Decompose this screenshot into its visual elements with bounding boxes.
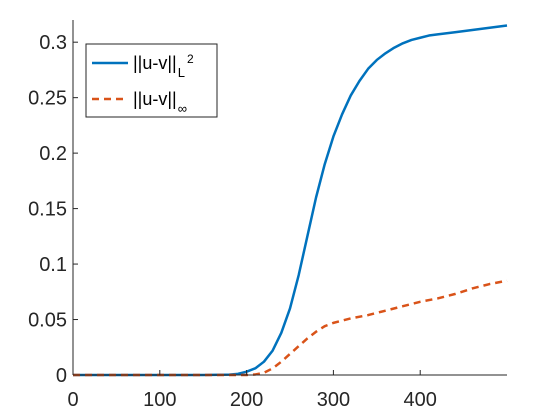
- x-tick-label: 300: [317, 389, 350, 411]
- y-tick-label: 0.25: [28, 88, 67, 110]
- x-tick-label: 200: [230, 389, 263, 411]
- legend-label-1: ||u-v||: [133, 53, 177, 73]
- legend: ||u-v|| L2||u-v|| ∞: [85, 43, 218, 118]
- legend-subscript-2: ∞: [178, 101, 187, 116]
- x-tick-label: 100: [143, 389, 176, 411]
- legend-subscript-1: L: [178, 65, 185, 80]
- legend-label-2: ||u-v||: [133, 89, 177, 109]
- y-tick-label: 0: [56, 365, 67, 387]
- y-tick-label: 0.15: [28, 199, 67, 221]
- axes: 0 100 200 300 400 0 0.05 0.1 0.15 0.2 0.25 0.3: [28, 20, 507, 411]
- x-tick-label: 400: [404, 389, 437, 411]
- legend-box: [85, 43, 218, 118]
- x-tick-label: 0: [67, 389, 78, 411]
- y-tick-label: 0.05: [28, 310, 67, 332]
- y-tick-label: 0.1: [39, 254, 67, 276]
- y-tick-label: 0.2: [39, 143, 67, 165]
- legend-superscript-1: 2: [187, 52, 194, 66]
- series-line-1: [73, 24, 508, 377]
- y-tick-label: 0.3: [39, 32, 67, 54]
